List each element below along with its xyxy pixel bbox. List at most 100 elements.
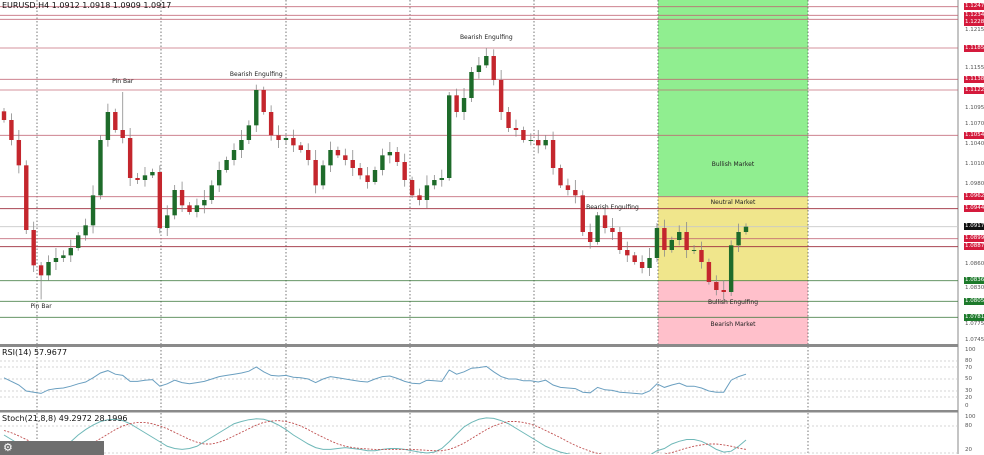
price-tick: 1.0745 (965, 337, 984, 343)
bearish-candle (684, 232, 689, 250)
bearish-candle (617, 232, 623, 250)
bullish-candle (691, 250, 697, 251)
bullish-candle (142, 175, 148, 180)
bullish-candle (469, 72, 474, 98)
bearish-candle (699, 250, 704, 262)
bullish-candle (90, 195, 96, 226)
bearish-candle (261, 90, 266, 112)
stoch-panel (0, 417, 958, 454)
level-price-label: 1.1247 (964, 3, 984, 11)
level-price-label: 1.0836 (964, 277, 984, 285)
bullish-candle (194, 205, 200, 212)
level-price-label: 1.0805 (964, 297, 984, 305)
bullish-candle (239, 140, 244, 150)
zone-label: Neutral Market (710, 198, 756, 206)
level-price-label: 1.1054 (964, 131, 984, 139)
bullish-candle (53, 258, 59, 262)
bullish-candle (647, 258, 652, 268)
bearish-candle (565, 185, 571, 190)
bullish-candle (283, 138, 289, 140)
current-price-label: 1.0917 (964, 223, 984, 231)
bearish-candle (306, 150, 311, 160)
bullish-candle (61, 255, 66, 258)
pattern-annotation: Pin Bar (112, 78, 134, 85)
bearish-candle (513, 128, 519, 130)
price-tick: 1.1215 (965, 26, 984, 33)
bearish-candle (721, 290, 726, 292)
bullish-candle (224, 160, 229, 170)
rsi-info: RSI(14) 57.9677 (2, 348, 68, 357)
bullish-candle (254, 90, 259, 126)
bearish-candle (127, 138, 133, 178)
level-price-label: 1.1185 (964, 44, 984, 52)
bearish-candle (491, 56, 496, 80)
bearish-candle (602, 215, 608, 228)
price-tick: 1.0860 (965, 261, 984, 268)
bearish-candle (313, 160, 318, 186)
bullish-candle (432, 180, 437, 186)
stoch-scale-label: 20 (965, 447, 972, 453)
watermark-logo: ⚙ (0, 441, 104, 455)
pattern-annotation: Bearish Engulfing (229, 70, 283, 78)
bullish-candle (150, 172, 155, 176)
bullish-candle (387, 152, 393, 156)
pattern-annotation: Bearish Engulfing (586, 204, 639, 211)
bullish-candle (76, 235, 81, 248)
bullish-candle (476, 65, 482, 72)
bearish-candle (38, 265, 44, 276)
bearish-candle (179, 190, 185, 206)
bearish-candle (395, 152, 400, 162)
stoch-signal-line (3, 420, 747, 454)
bearish-candle (573, 190, 578, 196)
zone-label: Bullish Market (711, 160, 755, 168)
rsi-scale-label: 30 (965, 387, 972, 394)
panel-divider (0, 410, 958, 413)
bearish-candle (120, 130, 125, 138)
bearish-candle (402, 162, 407, 180)
symbol-info: EURUSD,H4 1.0912 1.0918 1.0909 1.0917 (2, 1, 172, 10)
bullish-candle (328, 150, 333, 166)
price-tick: 1.1040 (965, 141, 984, 148)
bullish-candle (209, 185, 214, 200)
bullish-candle (98, 140, 103, 196)
bullish-candle (654, 228, 660, 258)
bullish-candle (68, 248, 73, 256)
bullish-candle (528, 140, 534, 141)
bearish-candle (9, 120, 14, 140)
bearish-candle (536, 140, 541, 146)
bullish-candle (231, 150, 237, 160)
bearish-candle (662, 228, 667, 250)
bearish-candle (276, 135, 281, 140)
bearish-candle (550, 140, 556, 168)
stoch-scale-label: 80 (965, 422, 972, 429)
bullish-candle (380, 155, 385, 170)
level-price-label: 1.0899 (964, 235, 984, 243)
bearish-candle (1, 111, 7, 120)
bearish-candle (558, 168, 563, 186)
bullish-candle (484, 56, 489, 66)
bearish-candle (350, 160, 355, 168)
bullish-candle (46, 262, 51, 276)
bearish-candle (521, 130, 526, 140)
rsi-scale-label: 100 (965, 347, 976, 353)
stoch-scale-label: 100 (965, 413, 976, 420)
bearish-candle (343, 155, 348, 160)
bearish-candle (639, 262, 645, 268)
bearish-candle (454, 95, 459, 112)
rsi-scale-label: 0 (965, 403, 969, 409)
bullish-candle (216, 170, 222, 186)
bearish-candle (417, 195, 422, 200)
bearish-candle (157, 172, 163, 228)
level-price-label: 1.1234 (964, 11, 984, 19)
bullish-candle (372, 170, 378, 182)
rsi-scale-label: 50 (965, 375, 972, 382)
rsi-scale-label: 80 (965, 357, 972, 364)
bearish-candle (31, 230, 36, 266)
gear-icon: ⚙ (3, 441, 13, 454)
price-tick: 1.1070 (965, 121, 984, 128)
panel-divider (0, 344, 958, 347)
bearish-candle (291, 138, 296, 146)
bullish-candle (202, 200, 207, 206)
bearish-candle (409, 180, 415, 196)
bullish-candle (728, 245, 734, 292)
